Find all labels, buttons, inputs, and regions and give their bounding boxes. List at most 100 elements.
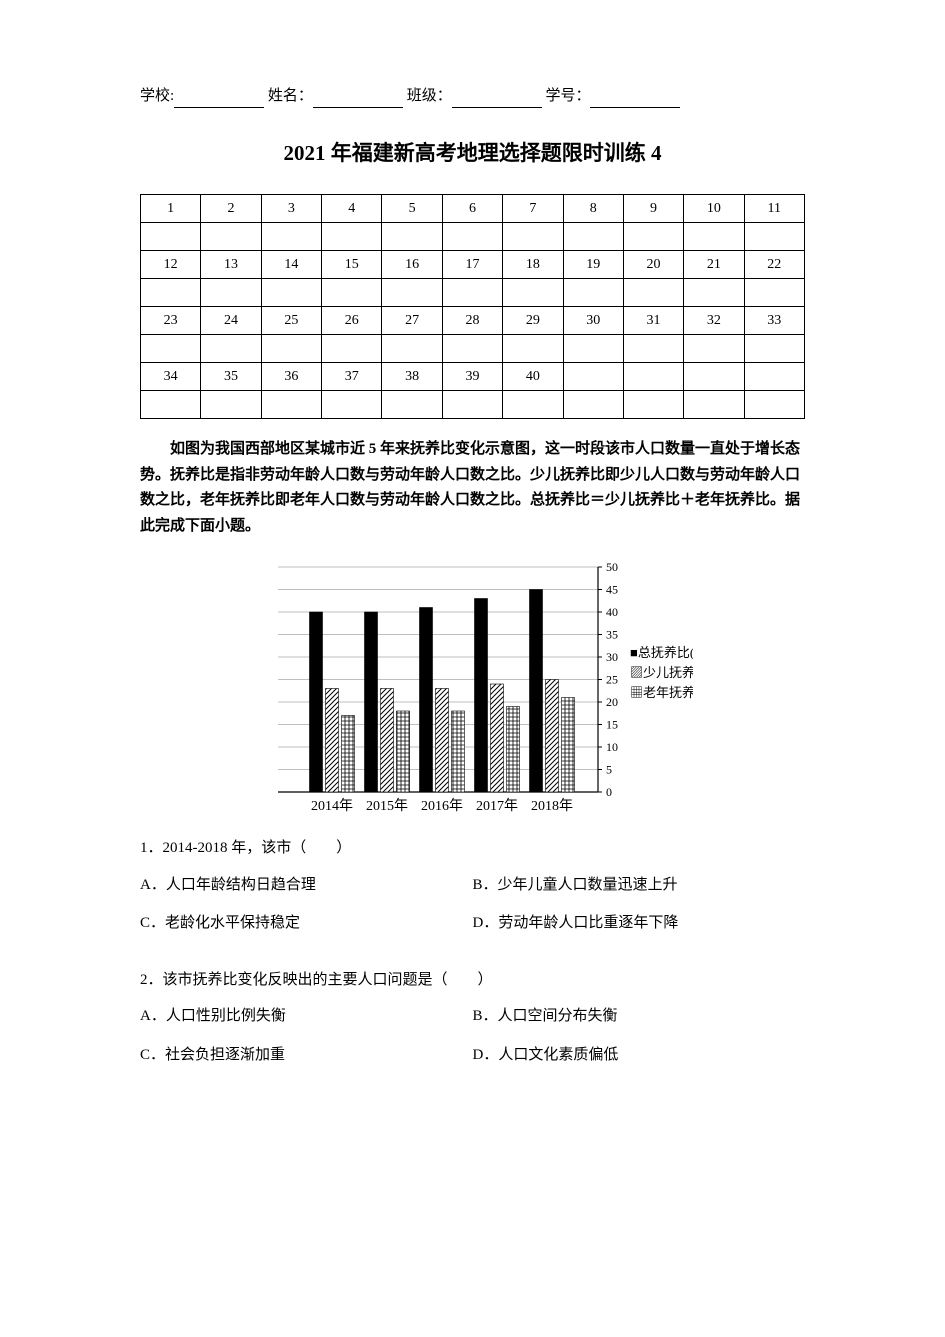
id-label: 学号： bbox=[545, 88, 590, 104]
svg-text:30: 30 bbox=[606, 650, 618, 664]
page-title: 2021 年福建新高考地理选择题限时训练 4 bbox=[140, 138, 805, 170]
option-d[interactable]: D．人口文化素质偏低 bbox=[473, 1044, 806, 1067]
grid-answer-cell[interactable] bbox=[442, 391, 502, 419]
grid-answer-cell[interactable] bbox=[261, 391, 321, 419]
grid-answer-cell[interactable] bbox=[684, 335, 744, 363]
grid-answer-cell[interactable] bbox=[503, 279, 563, 307]
question-stem: 1．2014-2018 年，该市（ ） bbox=[140, 837, 805, 860]
grid-answer-cell[interactable] bbox=[141, 391, 201, 419]
option-c[interactable]: C．老龄化水平保持稳定 bbox=[140, 912, 473, 935]
grid-cell: 18 bbox=[503, 251, 563, 279]
svg-text:25: 25 bbox=[606, 673, 618, 687]
grid-cell: 26 bbox=[322, 307, 382, 335]
grid-answer-cell[interactable] bbox=[141, 335, 201, 363]
bar-chart: 051015202530354045502014年2015年2016年2017年… bbox=[253, 557, 693, 817]
grid-answer-cell[interactable] bbox=[382, 223, 442, 251]
option-d[interactable]: D．劳动年龄人口比重逐年下降 bbox=[473, 912, 806, 935]
grid-answer-cell[interactable] bbox=[261, 223, 321, 251]
option-a[interactable]: A．人口性别比例失衡 bbox=[140, 1005, 473, 1028]
question-stem: 2．该市抚养比变化反映出的主要人口问题是（ ） bbox=[140, 969, 805, 992]
grid-answer-cell[interactable] bbox=[322, 279, 382, 307]
grid-answer-cell[interactable] bbox=[503, 335, 563, 363]
grid-answer-cell[interactable] bbox=[322, 223, 382, 251]
class-label: 班级： bbox=[407, 88, 452, 104]
grid-answer-cell[interactable] bbox=[623, 391, 683, 419]
grid-answer-cell[interactable] bbox=[201, 279, 261, 307]
grid-answer-cell[interactable] bbox=[322, 391, 382, 419]
grid-answer-cell[interactable] bbox=[563, 391, 623, 419]
question-2: 2．该市抚养比变化反映出的主要人口问题是（ ） A．人口性别比例失衡 B．人口空… bbox=[140, 969, 805, 1083]
svg-text:50: 50 bbox=[606, 560, 618, 574]
grid-cell: 14 bbox=[261, 251, 321, 279]
grid-answer-cell[interactable] bbox=[382, 279, 442, 307]
grid-answer-cell[interactable] bbox=[623, 335, 683, 363]
name-blank[interactable] bbox=[313, 90, 403, 108]
grid-answer-cell[interactable] bbox=[141, 223, 201, 251]
grid-cell: 30 bbox=[563, 307, 623, 335]
svg-text:2015年: 2015年 bbox=[366, 798, 408, 814]
svg-text:2018年: 2018年 bbox=[531, 798, 573, 814]
grid-answer-cell[interactable] bbox=[563, 223, 623, 251]
grid-answer-cell[interactable] bbox=[684, 279, 744, 307]
grid-header-row-4: 34 35 36 37 38 39 40 bbox=[141, 363, 805, 391]
grid-cell bbox=[623, 363, 683, 391]
grid-cell: 3 bbox=[261, 195, 321, 223]
option-b[interactable]: B．少年儿童人口数量迅速上升 bbox=[473, 874, 806, 897]
grid-cell: 10 bbox=[684, 195, 744, 223]
grid-answer-cell[interactable] bbox=[382, 335, 442, 363]
grid-answer-cell[interactable] bbox=[623, 279, 683, 307]
grid-answer-cell[interactable] bbox=[442, 223, 502, 251]
grid-answer-cell[interactable] bbox=[744, 391, 804, 419]
grid-answer-cell[interactable] bbox=[442, 335, 502, 363]
svg-text:10: 10 bbox=[606, 740, 618, 754]
grid-cell: 20 bbox=[623, 251, 683, 279]
grid-answer-cell[interactable] bbox=[201, 335, 261, 363]
grid-answer-cell[interactable] bbox=[563, 335, 623, 363]
grid-answer-cell[interactable] bbox=[382, 391, 442, 419]
grid-cell: 25 bbox=[261, 307, 321, 335]
grid-answer-cell[interactable] bbox=[563, 279, 623, 307]
grid-answer-cell[interactable] bbox=[201, 391, 261, 419]
school-blank[interactable] bbox=[174, 90, 264, 108]
svg-text:0: 0 bbox=[606, 785, 612, 799]
grid-answer-cell[interactable] bbox=[503, 223, 563, 251]
grid-answer-cell[interactable] bbox=[623, 223, 683, 251]
grid-answer-cell[interactable] bbox=[684, 223, 744, 251]
name-label: 姓名： bbox=[268, 88, 313, 104]
option-b[interactable]: B．人口空间分布失衡 bbox=[473, 1005, 806, 1028]
grid-answer-cell[interactable] bbox=[442, 279, 502, 307]
grid-answer-cell[interactable] bbox=[744, 223, 804, 251]
svg-text:5: 5 bbox=[606, 763, 612, 777]
grid-cell: 19 bbox=[563, 251, 623, 279]
grid-answer-cell[interactable] bbox=[261, 279, 321, 307]
grid-cell: 6 bbox=[442, 195, 502, 223]
bar-chart-wrap: 051015202530354045502014年2015年2016年2017年… bbox=[140, 557, 805, 817]
passage-text: 如图为我国西部地区某城市近 5 年来抚养比变化示意图，这一时段该市人口数量一直处… bbox=[140, 437, 805, 539]
grid-answer-row-2 bbox=[141, 279, 805, 307]
grid-answer-row-3 bbox=[141, 335, 805, 363]
grid-cell: 11 bbox=[744, 195, 804, 223]
grid-cell: 40 bbox=[503, 363, 563, 391]
grid-cell: 12 bbox=[141, 251, 201, 279]
option-c[interactable]: C．社会负担逐渐加重 bbox=[140, 1044, 473, 1067]
answer-grid: 1 2 3 4 5 6 7 8 9 10 11 12 13 14 15 16 1… bbox=[140, 194, 805, 419]
class-blank[interactable] bbox=[452, 90, 542, 108]
grid-cell: 4 bbox=[322, 195, 382, 223]
grid-header-row-3: 23 24 25 26 27 28 29 30 31 32 33 bbox=[141, 307, 805, 335]
grid-answer-cell[interactable] bbox=[261, 335, 321, 363]
grid-answer-cell[interactable] bbox=[744, 279, 804, 307]
grid-answer-cell[interactable] bbox=[744, 335, 804, 363]
grid-cell: 28 bbox=[442, 307, 502, 335]
grid-answer-cell[interactable] bbox=[503, 391, 563, 419]
option-a[interactable]: A．人口年龄结构日趋合理 bbox=[140, 874, 473, 897]
svg-text:15: 15 bbox=[606, 718, 618, 732]
grid-answer-cell[interactable] bbox=[322, 335, 382, 363]
grid-cell: 9 bbox=[623, 195, 683, 223]
grid-cell: 16 bbox=[382, 251, 442, 279]
grid-answer-cell[interactable] bbox=[141, 279, 201, 307]
grid-cell: 15 bbox=[322, 251, 382, 279]
svg-text:35: 35 bbox=[606, 628, 618, 642]
grid-answer-cell[interactable] bbox=[684, 391, 744, 419]
grid-answer-cell[interactable] bbox=[201, 223, 261, 251]
id-blank[interactable] bbox=[590, 90, 680, 108]
